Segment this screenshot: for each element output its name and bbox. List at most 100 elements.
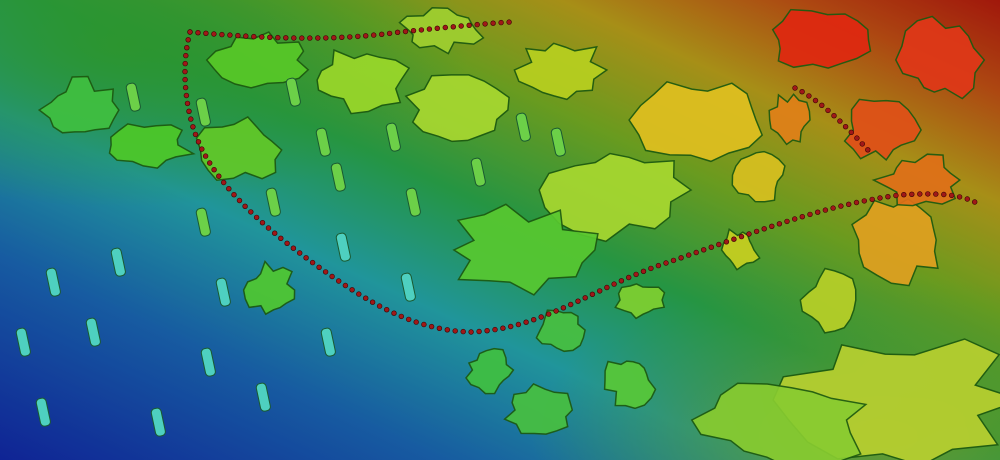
survey-point — [791, 216, 798, 222]
survey-point — [633, 271, 639, 278]
post — [470, 157, 486, 187]
survey-point — [822, 207, 829, 213]
post — [335, 232, 351, 262]
survey-point — [211, 167, 217, 173]
survey-point — [948, 192, 955, 199]
survey-point — [248, 209, 254, 215]
survey-point — [236, 197, 243, 204]
survey-point — [700, 247, 707, 253]
survey-point — [186, 108, 192, 115]
survey-point — [933, 191, 939, 197]
survey-point — [182, 68, 188, 75]
post — [405, 187, 421, 217]
survey-point — [901, 192, 907, 198]
tree-crown — [731, 150, 786, 203]
survey-point — [242, 203, 248, 210]
survey-point — [216, 173, 222, 179]
survey-point — [838, 203, 844, 209]
survey-point — [819, 102, 825, 109]
survey-point — [854, 135, 860, 141]
post — [110, 247, 126, 277]
survey-point — [553, 308, 559, 314]
survey-point — [363, 295, 369, 301]
survey-point — [259, 220, 266, 226]
post — [125, 82, 141, 112]
survey-point — [243, 33, 249, 39]
survey-point — [498, 19, 504, 26]
post — [285, 77, 301, 107]
survey-point — [323, 35, 329, 41]
survey-point — [283, 35, 289, 41]
survey-point — [442, 24, 448, 31]
survey-point — [861, 198, 867, 204]
survey-point — [402, 28, 409, 35]
survey-point — [386, 30, 393, 37]
survey-point — [253, 214, 260, 221]
survey-point — [418, 27, 425, 33]
survey-point — [265, 225, 272, 231]
survey-point — [830, 205, 836, 211]
survey-point — [284, 240, 290, 247]
tree-crown — [37, 75, 120, 134]
survey-point — [444, 327, 450, 333]
survey-point — [458, 23, 464, 29]
post — [400, 272, 416, 302]
post — [195, 97, 211, 127]
survey-point — [618, 278, 625, 284]
tree-crown — [628, 80, 764, 163]
survey-point — [530, 317, 537, 323]
survey-point — [971, 199, 978, 205]
survey-point — [761, 226, 767, 232]
survey-point — [297, 250, 303, 256]
survey-point — [731, 236, 737, 242]
post — [200, 347, 216, 377]
survey-point — [859, 141, 865, 147]
post — [85, 317, 101, 347]
survey-point — [203, 30, 209, 36]
survey-point — [428, 323, 435, 330]
tree-crown — [398, 7, 485, 55]
survey-point — [893, 192, 899, 199]
survey-point — [956, 194, 963, 200]
tree-crown — [503, 382, 574, 435]
survey-point — [869, 196, 875, 203]
survey-point — [523, 319, 529, 325]
survey-point — [589, 291, 596, 297]
survey-point — [806, 93, 812, 99]
survey-point — [184, 44, 190, 51]
survey-point — [192, 131, 199, 138]
tree-crown — [871, 153, 962, 207]
survey-point — [182, 76, 188, 83]
survey-point — [604, 284, 610, 291]
survey-point — [482, 21, 488, 27]
survey-point — [625, 274, 632, 281]
survey-point — [853, 199, 860, 206]
survey-point — [336, 278, 342, 284]
survey-point — [202, 153, 209, 159]
survey-point — [227, 32, 233, 38]
post — [45, 267, 61, 297]
survey-point — [845, 201, 852, 208]
survey-point — [807, 211, 813, 218]
tree-crown — [242, 260, 296, 316]
survey-point — [259, 34, 265, 40]
survey-point — [670, 257, 677, 264]
survey-point — [545, 311, 552, 317]
tree-crown — [603, 360, 657, 410]
survey-point — [226, 186, 232, 192]
survey-point — [474, 21, 480, 28]
survey-point — [508, 323, 514, 330]
survey-point — [506, 19, 512, 25]
survey-point — [376, 303, 383, 309]
survey-point — [708, 244, 714, 250]
survey-point — [848, 129, 854, 136]
survey-point — [309, 259, 316, 266]
survey-point — [219, 31, 225, 38]
survey-point — [251, 33, 257, 40]
survey-point — [452, 328, 458, 334]
survey-point — [303, 255, 309, 261]
survey-point — [391, 310, 397, 316]
survey-point — [450, 24, 456, 30]
survey-point — [792, 85, 798, 91]
